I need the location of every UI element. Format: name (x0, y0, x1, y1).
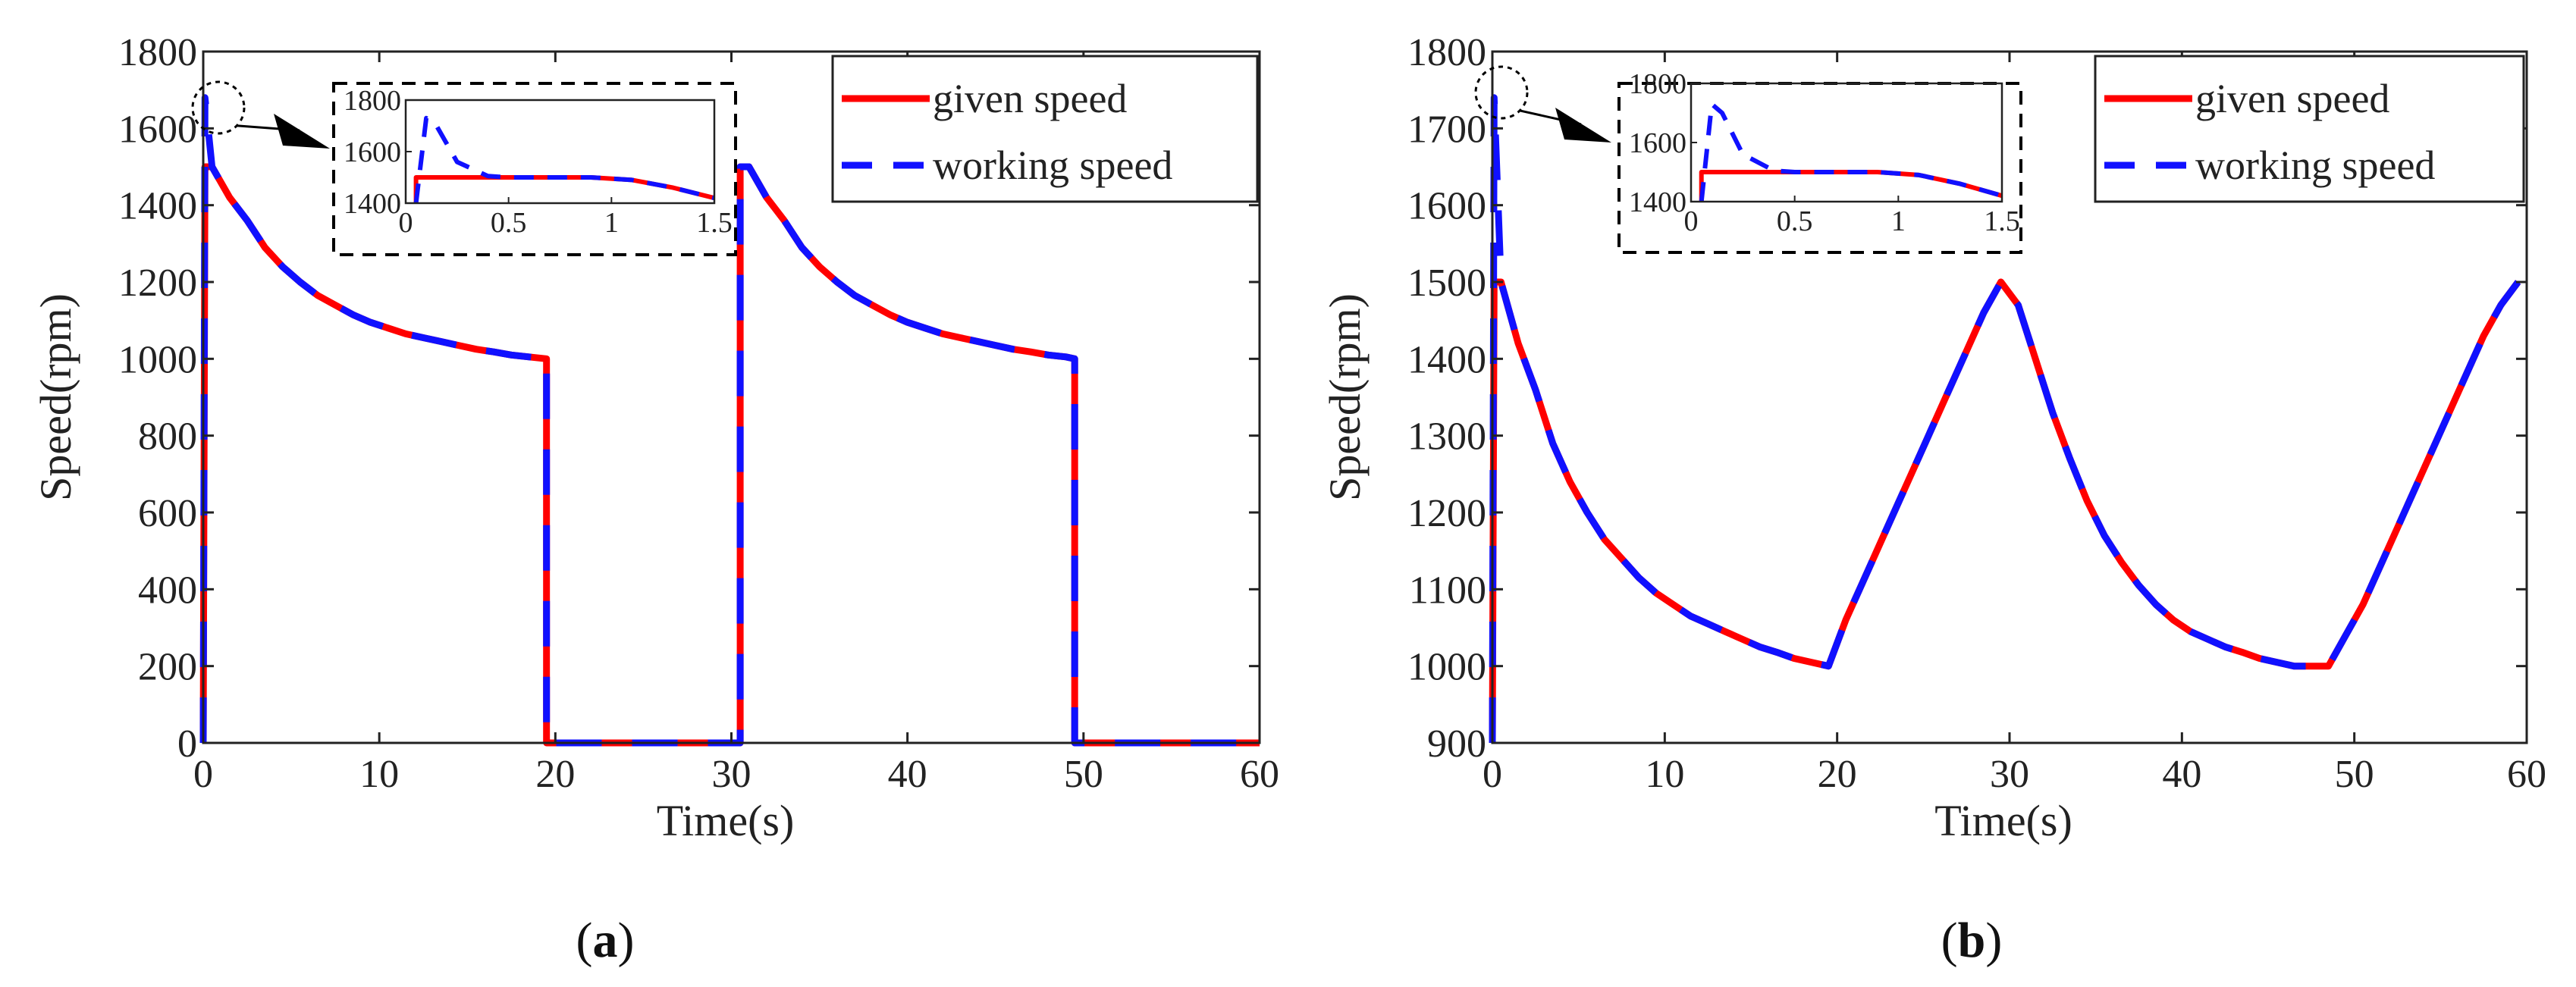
panel-label-letter: a (593, 913, 618, 968)
zoom-region-circle (191, 80, 246, 135)
inset-y-tick-label: 1400 (1629, 186, 1686, 218)
x-tick-label: 10 (1645, 753, 1684, 796)
legend-label-working-speed: working speed (933, 143, 1172, 188)
x-tick-label: 20 (1818, 753, 1857, 796)
y-tick-label: 1200 (118, 262, 197, 305)
panel-label-letter: b (1958, 913, 1986, 968)
y-axis-label: Speed(rpm) (1320, 293, 1370, 501)
y-tick-label: 1800 (1407, 31, 1486, 74)
series-line-given-speed (1489, 278, 2521, 744)
y-tick-label: 1000 (1407, 646, 1486, 689)
x-tick-label: 20 (535, 753, 575, 796)
inset-x-tick-label: 1.5 (696, 207, 733, 239)
zoom-arrow-head (274, 114, 330, 149)
x-tick-label: 50 (2335, 753, 2374, 796)
inset-series-line-working-speed (1699, 102, 2003, 202)
x-tick-label: 60 (2507, 753, 2546, 796)
legend-label-given-speed: given speed (933, 76, 1127, 121)
panel-label-a: (a) (576, 913, 635, 968)
inset-y-tick-label: 1400 (344, 188, 401, 220)
inset-x-tick-label: 1 (1891, 205, 1906, 237)
panel-label-open: ( (576, 913, 593, 968)
x-tick-label: 40 (2162, 753, 2201, 796)
y-tick-label: 1400 (1407, 338, 1486, 381)
inset-x-tick-label: 1 (604, 207, 619, 239)
x-tick-label: 0 (1483, 753, 1502, 796)
inset-frame (332, 82, 737, 256)
inset-x-tick-label: 0 (1684, 205, 1699, 237)
x-tick-label: 0 (193, 753, 213, 796)
inset-y-tick-label: 1800 (344, 85, 401, 117)
legend-box (2094, 55, 2525, 203)
y-tick-label: 1600 (118, 108, 197, 151)
inset-y-tick-label: 1600 (344, 136, 401, 168)
zoom-arrow-head (1555, 108, 1611, 143)
y-tick-label: 1400 (118, 185, 197, 228)
y-tick-label: 0 (177, 722, 197, 766)
x-tick-label: 30 (712, 753, 751, 796)
inset-y-tick-label: 1800 (1629, 68, 1686, 100)
zoom-region-circle (1474, 65, 1529, 120)
y-tick-label: 200 (138, 646, 197, 689)
x-tick-label: 60 (1240, 753, 1279, 796)
chart-panel-b: 0 10 20 30 40 50 60900100011001200130014001500… (1320, 31, 2546, 968)
y-tick-label: 1000 (118, 338, 197, 381)
y-tick-label: 1800 (118, 31, 197, 74)
legend-label-working-speed: working speed (2195, 143, 2435, 188)
y-tick-label: 600 (138, 492, 197, 535)
y-tick-label: 1200 (1407, 492, 1486, 535)
y-tick-label: 1500 (1407, 262, 1486, 305)
inset-x-tick-label: 0 (399, 207, 413, 239)
panel-label-open: ( (1941, 913, 1958, 968)
y-tick-label: 1100 (1409, 569, 1486, 612)
x-axis-label: Time(s) (657, 796, 795, 845)
chart-panel-a: 0 10 20 30 40 50 60020040060080010001200140016… (31, 31, 1279, 968)
legend-box (831, 55, 1259, 203)
y-tick-label: 1600 (1407, 185, 1486, 228)
inset-y-tick-label: 1600 (1629, 127, 1686, 159)
series-line-working-speed (1489, 94, 2521, 744)
inset-x-tick-label: 1.5 (1984, 205, 2020, 237)
panel-label-b: (b) (1941, 913, 2003, 968)
y-axis-label: Speed(rpm) (31, 293, 80, 501)
x-tick-label: 50 (1064, 753, 1103, 796)
x-tick-label: 40 (888, 753, 927, 796)
inset-series-line-working-speed (413, 115, 715, 204)
panel-label-close: ) (618, 913, 635, 968)
y-tick-label: 800 (138, 415, 197, 459)
y-tick-label: 1300 (1407, 415, 1486, 459)
inset-x-tick-label: 0.5 (491, 207, 527, 239)
x-tick-label: 30 (1990, 753, 2029, 796)
x-axis-label: Time(s) (1934, 796, 2072, 845)
x-tick-label: 10 (359, 753, 399, 796)
panel-label-close: ) (1985, 913, 2002, 968)
inset-x-tick-label: 0.5 (1777, 205, 1813, 237)
y-tick-label: 900 (1427, 722, 1486, 766)
y-tick-label: 1700 (1407, 108, 1486, 151)
legend-label-given-speed: given speed (2195, 76, 2389, 121)
inset-frame (1617, 82, 2022, 254)
y-tick-label: 400 (138, 569, 197, 612)
